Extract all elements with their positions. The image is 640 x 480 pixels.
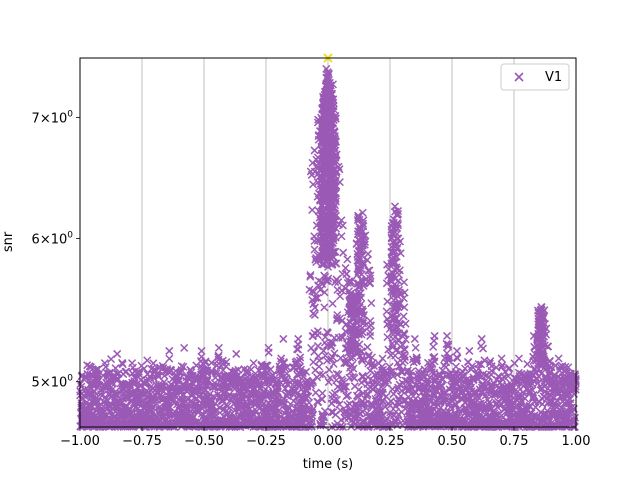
- y-axis-ticks: 5×100 6×100 7×100: [32, 109, 80, 391]
- x-tick-label-7: 0.75: [500, 434, 529, 449]
- x-tick-label-2: −0.50: [184, 434, 224, 449]
- legend-box: [500, 63, 570, 91]
- y-tick-label-2: 7×100: [32, 109, 74, 126]
- x-axis-label: time (s): [303, 457, 353, 472]
- scatter-points: [76, 53, 580, 432]
- v1-series-points: [76, 53, 580, 432]
- x-tick-label-0: −1.00: [60, 434, 100, 449]
- y-tick-label-1: 6×100: [32, 231, 74, 248]
- x-tick-label-5: 0.25: [376, 434, 405, 449]
- legend: V1: [500, 63, 570, 91]
- legend-marker: [514, 72, 524, 82]
- x-axis-ticks: −1.00 −0.75 −0.50 −0.25 0.00 0.25 0.50 0.75 1.00: [60, 427, 590, 449]
- x-tick-label-8: 1.00: [562, 434, 591, 449]
- x-tick-label-1: −0.75: [122, 434, 162, 449]
- y-tick-label-0: 5×100: [32, 374, 74, 391]
- x-tick-label-3: −0.25: [246, 434, 286, 449]
- x-tick-label-4: 0.00: [314, 434, 343, 449]
- x-tick-label-6: 0.50: [438, 434, 467, 449]
- legend-label-v1: V1: [545, 70, 562, 85]
- y-axis-label: snr: [1, 231, 16, 252]
